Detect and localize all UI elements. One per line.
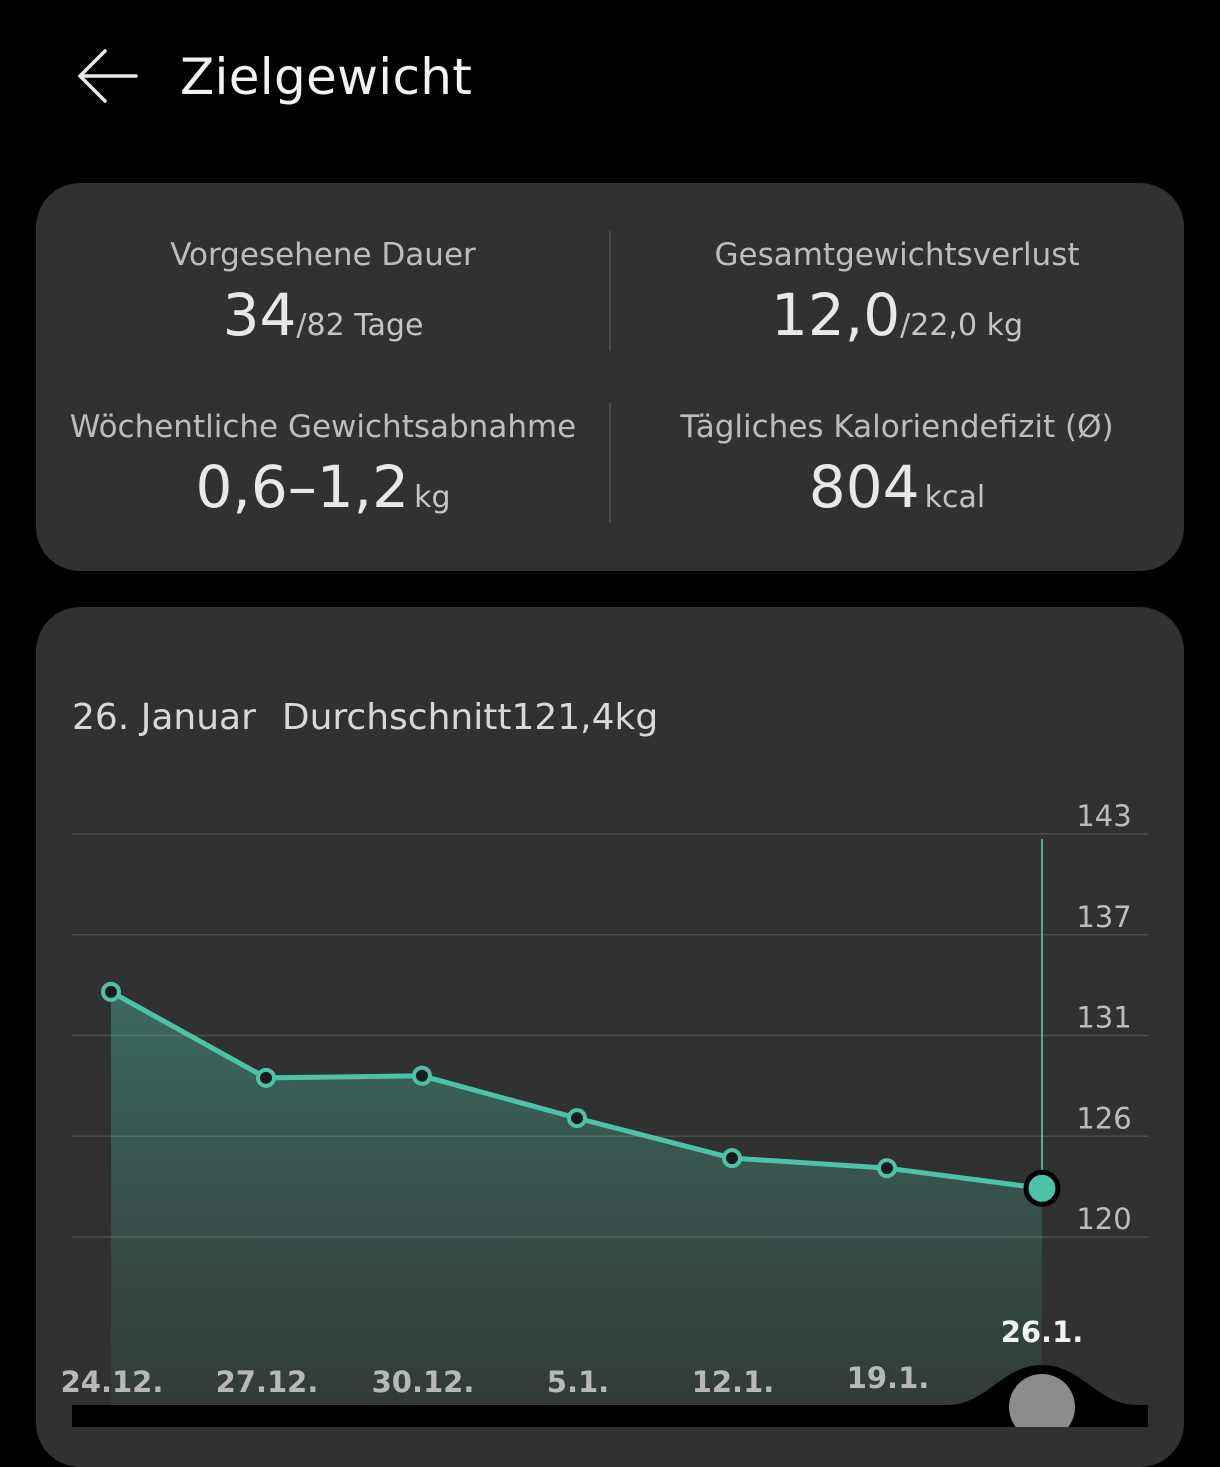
y-tick-label: 131: [1076, 1001, 1131, 1035]
weekly-loss-label: Wöchentliche Gewichtsabnahme: [69, 409, 577, 445]
calorie-deficit-value: 804: [808, 453, 920, 521]
data-point[interactable]: [722, 1148, 742, 1169]
total-loss-value-row: 12,0/22,0 kg: [610, 283, 1184, 362]
x-tick-label: 5.1.: [547, 1365, 609, 1399]
calorie-deficit-unit: kcal: [924, 480, 986, 515]
total-loss-stat: Gesamtgewichtsverlust 12,0/22,0 kg: [610, 235, 1184, 362]
calorie-deficit-stat: Tägliches Kaloriendefizit (Ø) 804 kcal: [610, 407, 1184, 534]
x-tick-label: 24.12.: [61, 1365, 164, 1399]
weekly-loss-stat: Wöchentliche Gewichtsabnahme 0,6–1,2 kg: [36, 407, 610, 534]
y-tick-label: 143: [1076, 799, 1131, 833]
weight-chart-card: 26. Januar Durchschnitt121,4kg 143 137 131 1…: [36, 607, 1184, 1467]
data-point[interactable]: [567, 1108, 587, 1129]
total-loss-value: 12,0: [771, 281, 901, 349]
y-tick-label: 137: [1076, 900, 1131, 934]
selected-x-label: 26.1.: [1001, 1315, 1084, 1349]
calorie-deficit-value-row: 804 kcal: [610, 455, 1184, 534]
top-bar: Zielgewicht: [0, 0, 1220, 160]
page-title: Zielgewicht: [180, 48, 473, 106]
divider: [609, 403, 611, 523]
scrubber-handle[interactable]: [1009, 1374, 1075, 1427]
data-point[interactable]: [256, 1067, 276, 1088]
goal-summary-card: Vorgesehene Dauer 34/82 Tage Gesamtgewic…: [36, 183, 1184, 571]
planned-duration-value-row: 34/82 Tage: [36, 283, 610, 362]
weekly-loss-value: 0,6–1,2: [195, 453, 409, 521]
y-tick-label: 126: [1076, 1101, 1131, 1135]
x-tick-label: 30.12.: [372, 1365, 475, 1399]
planned-duration-label: Vorgesehene Dauer: [170, 237, 476, 273]
x-tick-label: 27.12.: [216, 1365, 319, 1399]
average-weight: Durchschnitt121,4kg: [281, 697, 659, 738]
divider: [609, 231, 611, 351]
weight-area: [111, 991, 1042, 1407]
data-point[interactable]: [877, 1158, 897, 1179]
data-point[interactable]: [101, 981, 121, 1002]
planned-duration-value: 34: [222, 281, 297, 349]
back-button[interactable]: [62, 30, 154, 122]
x-tick-label: 19.1.: [847, 1361, 930, 1395]
weekly-loss-unit: kg: [414, 480, 451, 515]
total-loss-unit: /22,0 kg: [900, 308, 1023, 343]
data-point[interactable]: [412, 1065, 432, 1086]
selected-date: 26. Januar: [72, 697, 256, 738]
selected-data-point[interactable]: [1023, 1169, 1061, 1207]
weekly-loss-value-row: 0,6–1,2 kg: [36, 455, 610, 534]
x-tick-label: 12.1.: [692, 1365, 775, 1399]
chart-header: 26. Januar Durchschnitt121,4kg: [72, 697, 658, 738]
planned-duration-stat: Vorgesehene Dauer 34/82 Tage: [36, 235, 610, 362]
arrow-left-icon: [78, 49, 138, 103]
scrubber-track[interactable]: [72, 1365, 1148, 1427]
weight-chart[interactable]: 143 137 131 126 120 24.12. 27.12. 30.12. 5.1. 12.…: [36, 607, 1184, 1427]
calorie-deficit-label: Tägliches Kaloriendefizit (Ø): [680, 409, 1114, 445]
total-loss-label: Gesamtgewichtsverlust: [714, 237, 1080, 273]
y-tick-label: 120: [1076, 1202, 1131, 1236]
planned-duration-unit: /82 Tage: [296, 308, 424, 343]
